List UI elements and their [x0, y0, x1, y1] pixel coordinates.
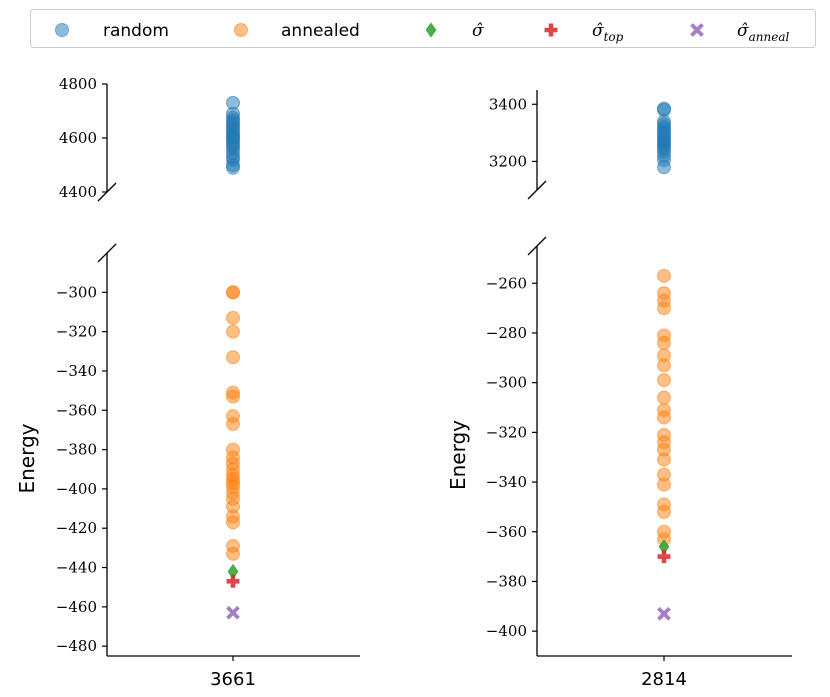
axis-break-mark	[527, 180, 547, 200]
annealed-point	[226, 546, 240, 561]
annealed-point	[657, 390, 671, 405]
legend-label-random: random	[103, 21, 169, 41]
y-axis-title: Energy	[446, 420, 470, 490]
lower-y-tick-label: −300	[56, 283, 97, 301]
lower-y-tick-label: −260	[486, 274, 527, 292]
panel-2814: 3200 3400 −400 −380 −360 −340 −320 −300 −280 −260…	[446, 90, 792, 690]
lower-y-tick-label: −340	[56, 362, 97, 380]
annealed-point	[657, 268, 671, 283]
legend-label-annealed: annealed	[281, 21, 360, 41]
legend-item-sigma_hat: σ̂	[425, 21, 484, 41]
annealed-point	[226, 310, 240, 325]
lower-y-tick-label: −400	[486, 622, 527, 640]
sigma-top-point	[657, 550, 671, 564]
sigma-anneal-point	[226, 605, 240, 620]
legend-frame	[30, 9, 816, 48]
annealed-point	[657, 335, 671, 350]
upper-y-tick-label: 4400	[59, 183, 97, 201]
lower-y-tick-label: −280	[486, 324, 527, 342]
upper-y-tick-label: 4600	[59, 129, 97, 147]
legend-marker-sigma_hat	[425, 22, 437, 38]
annealed-point	[226, 324, 240, 339]
lower-y-tick-label: −480	[56, 637, 97, 655]
legend: random annealed σ̂ σ̂top σ̂anneal	[30, 9, 816, 48]
random-point	[226, 95, 240, 110]
lower-y-tick-label: −360	[486, 523, 527, 541]
upper-y-tick-label: 3200	[489, 152, 527, 170]
annealed-point	[226, 389, 240, 404]
lower-y-tick-label: −380	[486, 572, 527, 590]
y-axis-title: Energy	[15, 423, 39, 493]
upper-y-tick-label: 3400	[489, 95, 527, 113]
lower-y-tick-label: −460	[56, 598, 97, 616]
legend-marker-sigma_anneal	[690, 23, 704, 37]
lower-y-tick-label: −320	[56, 323, 97, 341]
lower-y-tick-label: −360	[56, 401, 97, 419]
annealed-point	[657, 410, 671, 425]
annealed-point	[226, 515, 240, 530]
annealed-point	[657, 452, 671, 467]
lower-y-tick-label: −420	[56, 519, 97, 537]
axis-break-mark	[97, 243, 117, 263]
lower-y-tick-label: −300	[486, 374, 527, 392]
legend-item-random: random	[55, 21, 169, 41]
x-category-label: 3661	[210, 669, 256, 690]
legend-marker-random	[55, 23, 69, 37]
legend-label-sigma_hat: σ̂	[472, 21, 484, 41]
lower-y-tick-label: −380	[56, 441, 97, 459]
annealed-point	[226, 417, 240, 432]
axis-break-mark	[527, 236, 547, 256]
lower-y-tick-label: −340	[486, 473, 527, 491]
legend-label-sigma_top: σ̂top	[592, 21, 624, 44]
sigma-top-point	[226, 574, 240, 588]
annealed-point	[657, 373, 671, 388]
annealed-point	[657, 504, 671, 519]
annealed-point	[226, 350, 240, 365]
upper-y-tick-label: 4800	[59, 75, 97, 93]
legend-marker-annealed	[234, 23, 248, 37]
random-point	[657, 101, 671, 116]
legend-marker-sigma_top	[544, 23, 558, 37]
lower-y-tick-label: −320	[486, 423, 527, 441]
annealed-point	[226, 285, 240, 300]
panel-3661: 4400 4600 4800 −480 −460 −440 −420 −400 −380 −360…	[15, 75, 360, 690]
lower-y-tick-label: −440	[56, 559, 97, 577]
annealed-point	[657, 477, 671, 492]
legend-item-annealed: annealed	[234, 21, 360, 41]
legend-label-sigma_anneal: σ̂anneal	[737, 21, 789, 44]
legend-item-sigma_top: σ̂top	[544, 21, 624, 44]
lower-y-tick-label: −400	[56, 480, 97, 498]
annealed-point	[657, 301, 671, 316]
legend-item-sigma_anneal: σ̂anneal	[690, 21, 789, 44]
sigma-anneal-point	[657, 606, 671, 621]
x-category-label: 2814	[641, 669, 687, 690]
annealed-point	[657, 358, 671, 373]
